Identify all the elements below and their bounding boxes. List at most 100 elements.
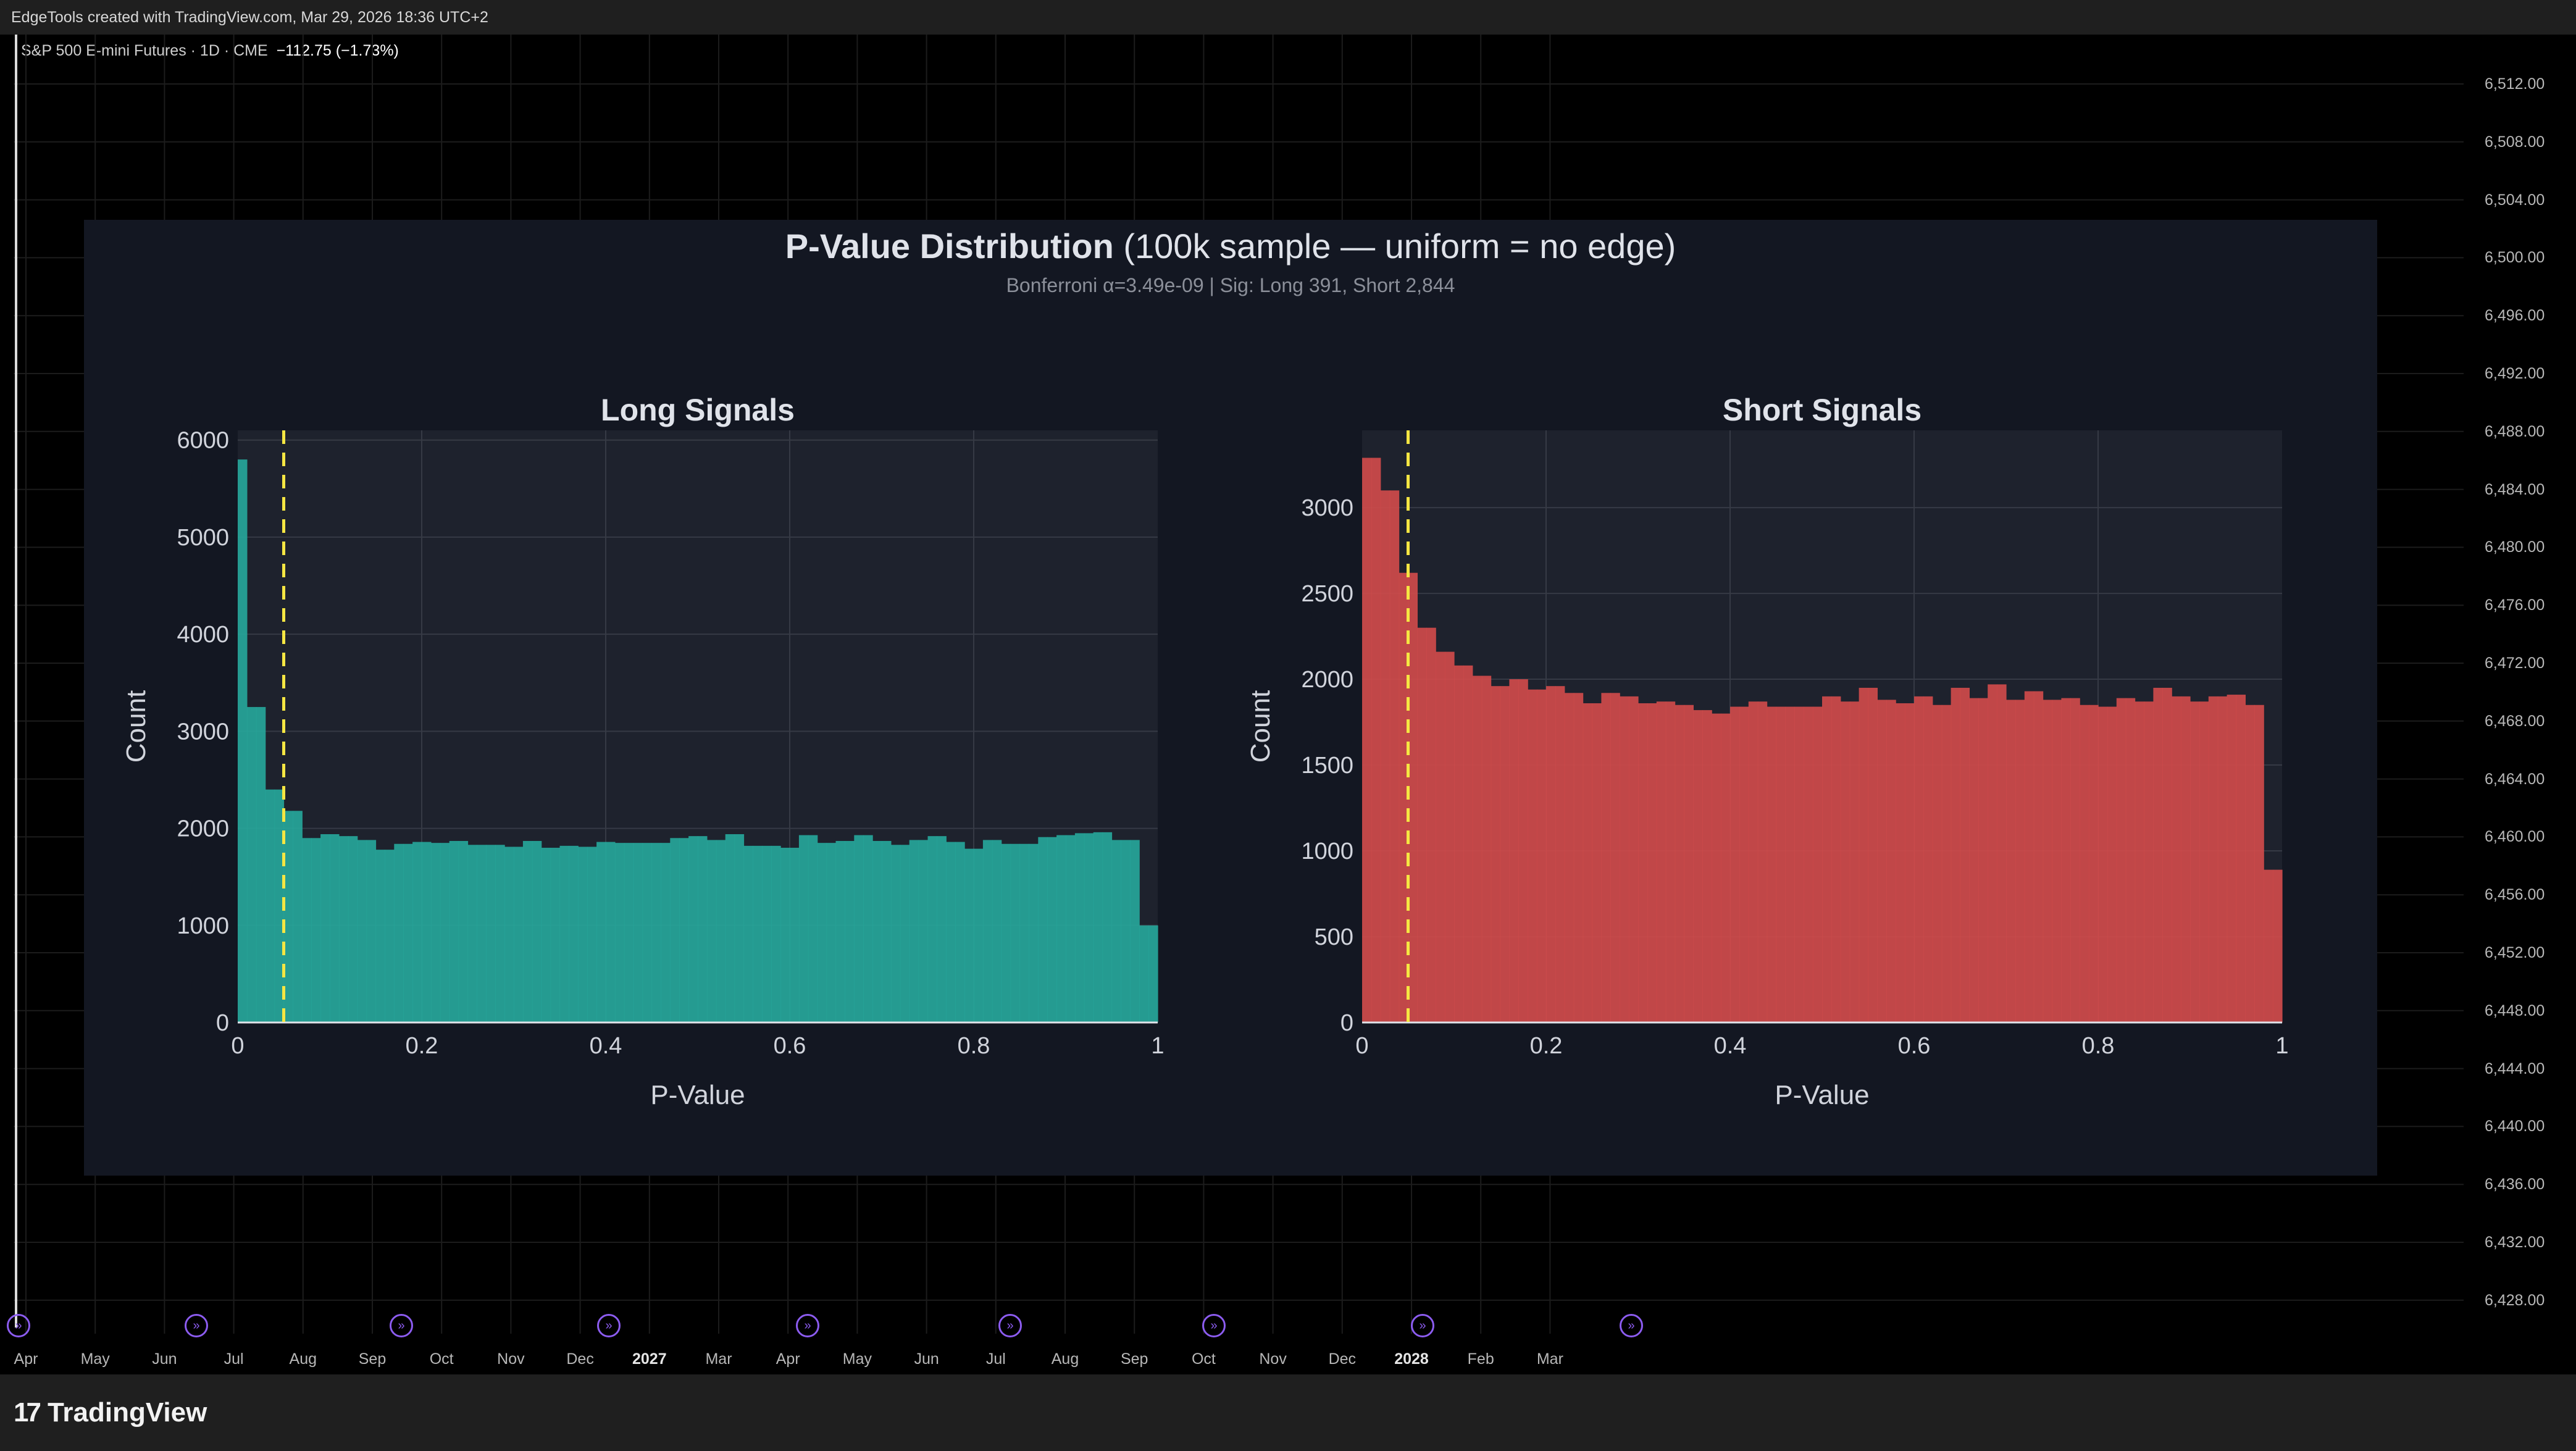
histogram-bar (1019, 843, 1029, 1022)
time-tick: Aug (289, 1350, 317, 1368)
histogram-bar (890, 845, 901, 1022)
histogram-bar (422, 842, 432, 1022)
histogram-bar (541, 848, 551, 1022)
histogram-bar (964, 848, 974, 1022)
histogram-bar (1573, 693, 1584, 1022)
histogram-bar (440, 843, 450, 1022)
histogram-bar (1794, 706, 1804, 1022)
x-tick-label: 0.8 (2082, 1033, 2115, 1059)
histogram-bar (2144, 701, 2154, 1022)
histogram-bar (1877, 700, 1887, 1022)
x-tick-label: 0.2 (406, 1033, 438, 1059)
price-tick: 6,484.00 (2485, 480, 2545, 498)
price-tick: 6,508.00 (2485, 133, 2545, 151)
histogram-bar (624, 843, 634, 1022)
y-tick-label: 2000 (1301, 667, 1353, 693)
histogram-bar (817, 843, 827, 1022)
event-marker-icon[interactable]: » (1620, 1314, 1643, 1337)
histogram-bar (504, 847, 514, 1022)
price-tick: 6,428.00 (2485, 1291, 2545, 1309)
histogram-bar (1583, 703, 1593, 1022)
histogram-bar (1509, 679, 1519, 1022)
histogram-bar (1914, 696, 1924, 1022)
attribution-bar: EdgeTools created with TradingView.com, … (0, 0, 2576, 35)
event-marker-icon[interactable]: » (998, 1314, 1022, 1337)
histogram-bar (449, 841, 459, 1022)
event-marker-icon[interactable]: » (390, 1314, 413, 1337)
histogram-bar (1102, 832, 1113, 1022)
price-tick: 6,460.00 (2485, 828, 2545, 846)
event-marker-icon[interactable]: » (1411, 1314, 1434, 1337)
histogram-bar (2125, 698, 2136, 1022)
overlay-title-rest: (100k sample — uniform = no edge) (1113, 227, 1676, 266)
histogram-bar (716, 840, 726, 1022)
time-tick: Sep (1120, 1350, 1148, 1368)
histogram-bar (706, 840, 717, 1022)
histogram-bar (1555, 686, 1565, 1022)
y-tick-label: 4000 (177, 622, 229, 648)
histogram-bar (1978, 698, 1988, 1022)
histogram-bar (514, 847, 524, 1022)
price-tick: 6,496.00 (2485, 307, 2545, 325)
event-marker-icon[interactable]: » (1202, 1314, 1226, 1337)
histogram-bar (743, 845, 753, 1022)
histogram-bar (725, 834, 735, 1022)
tradingview-logo-icon: 17 (14, 1397, 41, 1428)
histogram-bar (1776, 706, 1786, 1022)
overlay-subtitle: Bonferroni α=3.49e-09 | Sig: Long 391, S… (1006, 274, 1455, 296)
histogram-bar (734, 834, 745, 1022)
symbol-legend[interactable]: S&P 500 E-mini Futures · 1D · CME −112.7… (21, 42, 399, 60)
attribution-text: EdgeTools created with TradingView.com, … (11, 9, 488, 26)
histogram-bar (771, 845, 781, 1022)
event-marker-icon[interactable]: » (796, 1314, 819, 1337)
price-tick: 6,504.00 (2485, 191, 2545, 209)
histogram-bar (2153, 687, 2163, 1022)
histogram-bar (1969, 698, 1979, 1022)
histogram-bar (495, 845, 505, 1022)
histogram-bar (872, 841, 882, 1022)
tradingview-brand[interactable]: 17 TradingView (14, 1397, 207, 1429)
x-tick-label: 0.6 (1898, 1033, 1931, 1059)
histogram-bar (587, 847, 597, 1022)
histogram-bar (1472, 675, 1482, 1022)
price-tick: 6,488.00 (2485, 422, 2545, 440)
y-tick-label: 0 (1340, 1010, 1353, 1036)
histogram-bar (1905, 703, 1915, 1022)
histogram-bar (2033, 691, 2044, 1022)
time-tick: May (80, 1350, 110, 1368)
histogram-bar (1859, 687, 1869, 1022)
histogram-bar (698, 836, 708, 1022)
histogram-bar (2116, 698, 2126, 1022)
histogram-bar (1767, 706, 1777, 1022)
histogram-bar (2245, 705, 2255, 1022)
histogram-bar (1371, 458, 1381, 1022)
x-tick-label: 0.8 (958, 1033, 990, 1059)
histogram-bar (1647, 703, 1657, 1022)
time-tick: Jul (224, 1350, 244, 1368)
histogram-bar (486, 845, 496, 1022)
histogram-bar (1426, 627, 1436, 1022)
event-marker-icon[interactable]: » (7, 1314, 30, 1337)
histogram-bar (274, 789, 285, 1022)
histogram-bar (1121, 840, 1131, 1022)
time-tick: Dec (566, 1350, 594, 1368)
y-tick-label: 1000 (177, 913, 229, 939)
histogram-bar (1665, 701, 1676, 1022)
histogram-bar (2181, 696, 2191, 1022)
histogram-bar (633, 843, 643, 1022)
time-tick: Jun (914, 1350, 939, 1368)
histogram-bar (651, 843, 661, 1022)
histogram-bar (688, 836, 698, 1022)
event-marker-icon[interactable]: » (185, 1314, 208, 1337)
chart-title: Long Signals (601, 393, 795, 427)
y-tick-label: 6000 (177, 428, 229, 454)
time-tick: Nov (1259, 1350, 1287, 1368)
time-tick: Feb (1467, 1350, 1494, 1368)
price-tick: 6,472.00 (2485, 654, 2545, 672)
y-tick-label: 3000 (1301, 495, 1353, 521)
histogram-bar (1010, 843, 1021, 1022)
histogram-bar (1528, 689, 1537, 1022)
histogram-bar (1537, 689, 1547, 1022)
histogram-bar (1001, 843, 1011, 1022)
event-marker-icon[interactable]: » (597, 1314, 621, 1337)
